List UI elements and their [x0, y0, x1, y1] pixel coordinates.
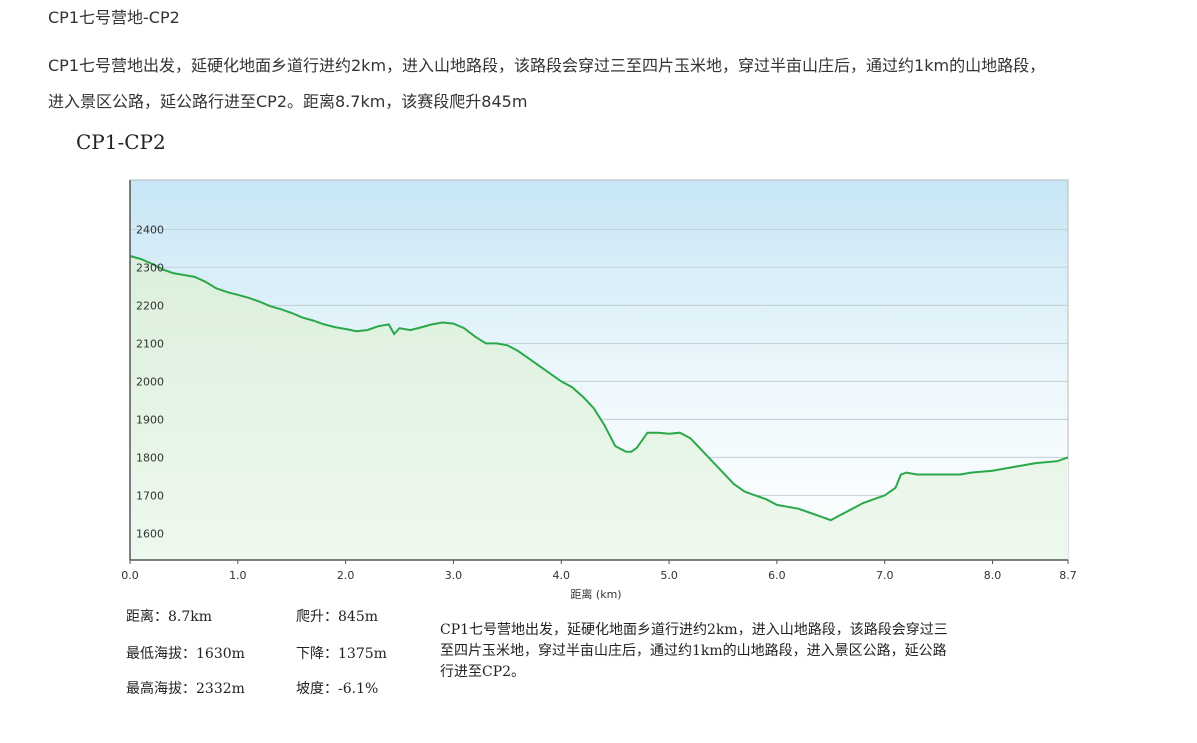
- x-tick-label: 4.0: [553, 569, 571, 582]
- x-tick-label: 1.0: [229, 569, 247, 582]
- stat-grade: 坡度：-6.1%: [296, 681, 379, 697]
- x-tick-label: 8.0: [984, 569, 1002, 582]
- stat-climb: 爬升：845m: [296, 609, 378, 625]
- x-tick-label: 5.0: [660, 569, 678, 582]
- y-tick-label: 2000: [136, 375, 164, 388]
- y-tick-label: 2100: [136, 337, 164, 350]
- x-tick-label: 8.7: [1059, 569, 1077, 582]
- x-tick-label: 3.0: [445, 569, 463, 582]
- caption-line-3: 行进至CP2。: [440, 664, 526, 680]
- y-tick-label: 2200: [136, 299, 164, 312]
- elevation-area-fill: [130, 256, 1068, 560]
- stat-descent: 下降：1375m: [296, 646, 387, 662]
- y-tick-label: 1600: [136, 527, 164, 540]
- description-line-1: CP1七号营地出发，延硬化地面乡道行进约2km，进入山地路段，该路段会穿过三至四…: [48, 56, 1046, 75]
- x-axis-label: 距离 (km): [570, 587, 621, 601]
- stat-min-elevation: 最低海拔：1630m: [126, 646, 245, 662]
- stat-distance: 距离：8.7km: [126, 609, 213, 625]
- description-line-2: 进入景区公路，延公路行进至CP2。距离8.7km，该赛段爬升845m: [48, 92, 528, 111]
- x-tick-label: 2.0: [337, 569, 355, 582]
- y-tick-label: 1800: [136, 451, 164, 464]
- chart-heading: CP1-CP2: [76, 130, 166, 154]
- stat-max-elevation: 最高海拔：2332m: [126, 681, 245, 697]
- x-tick-label: 6.0: [768, 569, 786, 582]
- y-tick-label: 1700: [136, 489, 164, 502]
- x-tick-label: 0.0: [121, 569, 139, 582]
- y-tick-label: 1900: [136, 413, 164, 426]
- y-tick-label: 2400: [136, 223, 164, 236]
- route-description: CP1七号营地出发，延硬化地面乡道行进约2km，进入山地路段，该路段会穿过三至四…: [48, 48, 1148, 120]
- x-tick-labels: 0.0 1.0 2.0 3.0 4.0 5.0 6.0 7.0 8.0 8.7: [121, 560, 1077, 582]
- caption-line-2: 至四片玉米地，穿过半亩山庄后，通过约1km的山地路段，进入景区公路，延公路: [440, 643, 947, 659]
- chart-caption: CP1七号营地出发，延硬化地面乡道行进约2km，进入山地路段，该路段会穿过三 至…: [440, 620, 1060, 683]
- page-title: CP1七号营地-CP2: [48, 8, 180, 27]
- y-tick-labels: 1600 1700 1800 1900 2000 2100 2200 2300 2400: [136, 223, 164, 540]
- y-tick-label: 2300: [136, 261, 164, 274]
- caption-line-1: CP1七号营地出发，延硬化地面乡道行进约2km，进入山地路段，该路段会穿过三: [440, 622, 948, 638]
- elevation-series-line: [129, 255, 1069, 522]
- x-tick-label: 7.0: [876, 569, 894, 582]
